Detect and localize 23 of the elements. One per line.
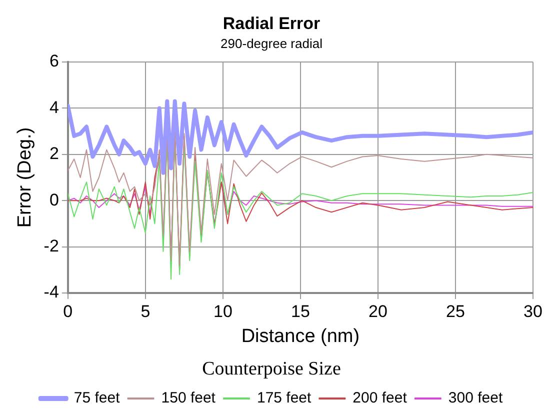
y-tick-label: 6 bbox=[49, 52, 59, 71]
legend-label: 150 feet bbox=[161, 390, 216, 407]
x-tick-label: 30 bbox=[524, 302, 542, 321]
chart-subtitle: 290-degree radial bbox=[220, 36, 323, 51]
legend-label: 200 feet bbox=[352, 390, 408, 407]
y-tick-label: -4 bbox=[44, 282, 59, 302]
x-tick-label: 0 bbox=[63, 302, 73, 321]
x-tick-label: 15 bbox=[290, 302, 310, 321]
y-tick-label: -2 bbox=[44, 236, 59, 256]
x-tick-label: 25 bbox=[446, 302, 465, 321]
x-tick-label: 20 bbox=[368, 302, 388, 321]
y-tick-label: 2 bbox=[49, 144, 59, 164]
x-axis-title: Distance (nm) bbox=[241, 326, 360, 348]
x-tick-label: 5 bbox=[140, 302, 150, 321]
chart-title: Radial Error bbox=[222, 14, 321, 33]
y-tick-label: 0 bbox=[49, 190, 59, 210]
x-tick-label: 10 bbox=[213, 302, 232, 321]
y-tick-label: 4 bbox=[49, 98, 59, 117]
legend-label: 175 feet bbox=[256, 390, 312, 407]
legend-title: Counterpoise Size bbox=[202, 358, 341, 380]
legend-label: 300 feet bbox=[448, 390, 504, 407]
y-axis-title: Error (Deg.) bbox=[14, 127, 36, 228]
legend-label: 75 feet bbox=[74, 390, 121, 407]
